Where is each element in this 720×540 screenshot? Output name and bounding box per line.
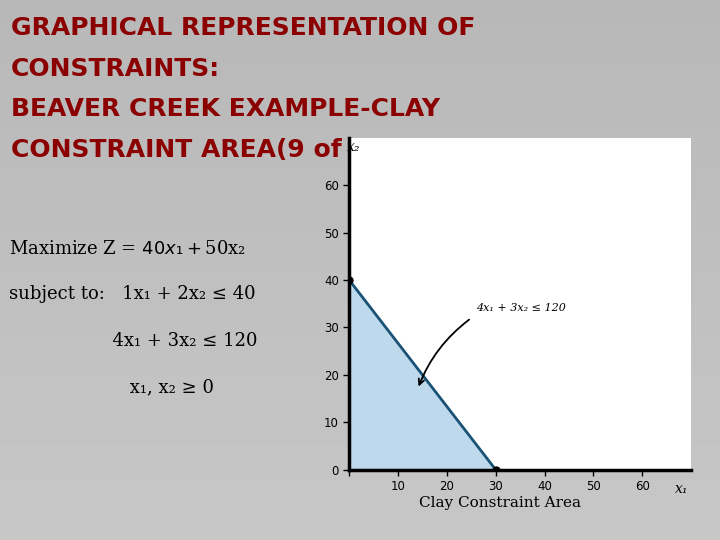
Text: 4x₁ + 3x₂ ≤ 120: 4x₁ + 3x₂ ≤ 120 bbox=[9, 332, 257, 350]
Text: x₁: x₁ bbox=[675, 482, 688, 496]
Text: CONSTRAINTS:: CONSTRAINTS: bbox=[11, 57, 220, 80]
Text: subject to:   1x₁ + 2x₂ ≤ 40: subject to: 1x₁ + 2x₂ ≤ 40 bbox=[9, 285, 256, 303]
Polygon shape bbox=[349, 280, 496, 470]
Text: 4x₁ + 3x₂ ≤ 120: 4x₁ + 3x₂ ≤ 120 bbox=[476, 303, 566, 313]
Text: Clay Constraint Area: Clay Constraint Area bbox=[419, 496, 582, 510]
Text: x₁, x₂ ≥ 0: x₁, x₂ ≥ 0 bbox=[9, 378, 214, 396]
Text: BEAVER CREEK EXAMPLE-CLAY: BEAVER CREEK EXAMPLE-CLAY bbox=[11, 97, 440, 121]
Text: GRAPHICAL REPRESENTATION OF: GRAPHICAL REPRESENTATION OF bbox=[11, 16, 475, 40]
Text: Maximize Z = $40x₁ + $50x₂: Maximize Z = $40x₁ + $50x₂ bbox=[9, 240, 246, 258]
Text: CONSTRAINT AREA(9 of 18): CONSTRAINT AREA(9 of 18) bbox=[11, 138, 397, 161]
Text: x₂: x₂ bbox=[347, 140, 361, 154]
